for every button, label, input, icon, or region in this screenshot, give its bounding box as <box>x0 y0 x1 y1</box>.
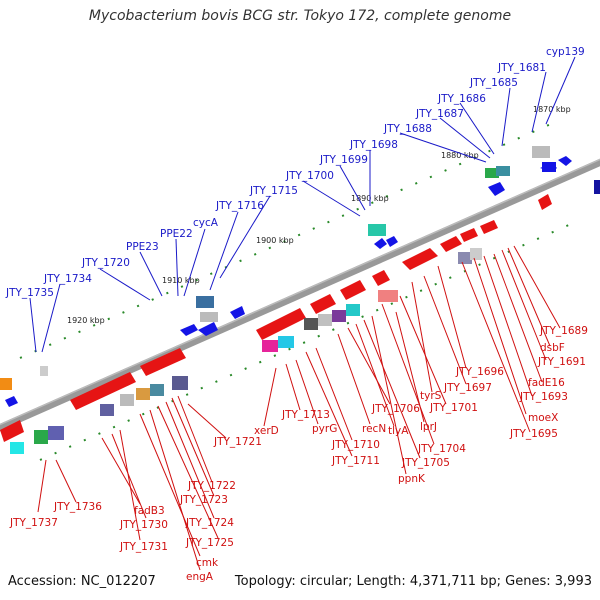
kbp-1900: 1900 kbp <box>256 236 294 245</box>
gene-label-JTY_1689[interactable]: JTY_1689 <box>539 325 588 337</box>
gene-label-lprJ[interactable]: lprJ <box>420 421 437 433</box>
gene-label-JTY_1700[interactable]: JTY_1700 <box>285 170 334 182</box>
gene-label-JTY_1701[interactable]: JTY_1701 <box>429 402 478 414</box>
gene-label-JTY_1686[interactable]: JTY_1686 <box>437 93 486 105</box>
gene-label-JTY_1720[interactable]: JTY_1720 <box>81 257 130 269</box>
gene-label-cmk[interactable]: cmk <box>196 557 219 569</box>
gene-label-PPE23[interactable]: PPE23 <box>126 241 159 253</box>
lower-connectors <box>37 245 561 571</box>
gene-label-JTY_1713[interactable]: JTY_1713 <box>281 409 330 421</box>
gene-label-JTY_1693[interactable]: JTY_1693 <box>519 391 568 403</box>
gene-label-JTY_1681[interactable]: JTY_1681 <box>497 62 546 74</box>
gene-label-JTY_1696[interactable]: JTY_1696 <box>455 366 504 378</box>
gene-label-JTY_1685[interactable]: JTY_1685 <box>469 77 518 89</box>
gene-label-fadE16[interactable]: fadE16 <box>528 377 565 389</box>
forward-genes <box>5 156 572 407</box>
gene-label-JTY_1688[interactable]: JTY_1688 <box>383 123 432 135</box>
gene-label-JTY_1704[interactable]: JTY_1704 <box>417 443 466 455</box>
gene-label-JTY_1724[interactable]: JTY_1724 <box>185 517 234 529</box>
accession-label: Accession: NC_012207 <box>8 574 156 589</box>
gene-label-JTY_1716[interactable]: JTY_1716 <box>215 200 264 212</box>
gene-label-JTY_1699[interactable]: JTY_1699 <box>319 154 368 166</box>
gene-label-JTY_1706[interactable]: JTY_1706 <box>371 403 420 415</box>
reverse-genes <box>0 194 552 442</box>
gene-label-tlyA[interactable]: tlyA <box>388 425 409 437</box>
gene-label-cyp139[interactable]: cyp139 <box>546 46 585 58</box>
topology-label: Topology: circular; Length: 4,371,711 bp… <box>234 574 592 589</box>
genome-backbone <box>0 158 600 432</box>
gene-label-PPE22[interactable]: PPE22 <box>160 228 193 240</box>
gene-label-JTY_1731[interactable]: JTY_1731 <box>119 541 168 553</box>
gene-label-JTY_1725[interactable]: JTY_1725 <box>185 537 234 549</box>
gene-label-JTY_1691[interactable]: JTY_1691 <box>537 356 586 368</box>
kbp-1880: 1880 kbp <box>441 151 479 160</box>
gene-label-JTY_1722[interactable]: JTY_1722 <box>187 480 236 492</box>
gene-label-fadB3[interactable]: fadB3 <box>134 505 165 517</box>
gene-label-JTY_1698[interactable]: JTY_1698 <box>349 139 398 151</box>
upper-connectors <box>29 56 576 353</box>
gene-label-dsbF[interactable]: dsbF <box>540 342 565 354</box>
gene-label-JTY_1695[interactable]: JTY_1695 <box>509 428 558 440</box>
gene-label-JTY_1710[interactable]: JTY_1710 <box>331 439 380 451</box>
gene-label-JTY_1711[interactable]: JTY_1711 <box>331 455 380 467</box>
genome-title: Mycobacterium bovis BCG str. Tokyo 172, … <box>88 8 512 24</box>
gene-label-moeX[interactable]: moeX <box>528 412 558 424</box>
reverse-gene-boxes <box>10 180 600 454</box>
gene-label-engA[interactable]: engA <box>186 571 214 583</box>
kbp-1910: 1910 kbp <box>162 276 200 285</box>
gene-label-JTY_1687[interactable]: JTY_1687 <box>415 108 464 120</box>
gene-label-xerD[interactable]: xerD <box>254 425 279 437</box>
gene-label-JTY_1697[interactable]: JTY_1697 <box>443 382 492 394</box>
gene-label-recN[interactable]: recN <box>362 423 386 435</box>
gene-label-tyrS[interactable]: tyrS <box>420 390 442 402</box>
kbp-1920: 1920 kbp <box>67 316 105 325</box>
gene-label-cycA[interactable]: cycA <box>193 217 219 229</box>
forward-gene-boxes <box>0 146 550 390</box>
gene-label-JTY_1730[interactable]: JTY_1730 <box>119 519 168 531</box>
gene-label-pyrG[interactable]: pyrG <box>312 423 337 435</box>
gene-label-JTY_1737[interactable]: JTY_1737 <box>9 517 58 529</box>
gene-label-JTY_1736[interactable]: JTY_1736 <box>53 501 102 513</box>
gene-label-JTY_1735[interactable]: JTY_1735 <box>5 287 54 299</box>
gene-label-JTY_1721[interactable]: JTY_1721 <box>213 436 262 448</box>
gene-label-JTY_1705[interactable]: JTY_1705 <box>401 457 450 469</box>
gene-label-ppnK[interactable]: ppnK <box>398 473 426 485</box>
gene-label-JTY_1715[interactable]: JTY_1715 <box>249 185 298 197</box>
gene-label-JTY_1734[interactable]: JTY_1734 <box>43 273 92 285</box>
gene-label-JTY_1723[interactable]: JTY_1723 <box>179 494 228 506</box>
